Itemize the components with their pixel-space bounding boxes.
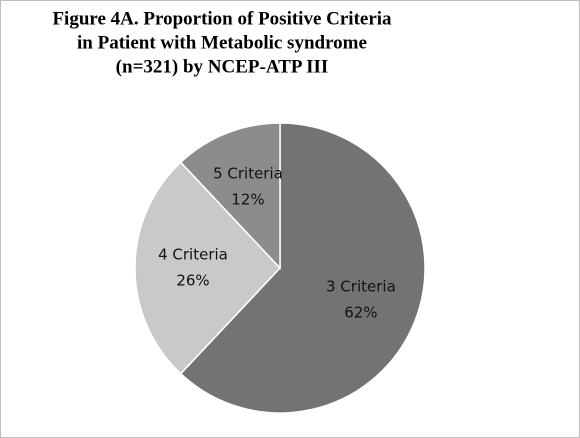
pie-slice: [134, 161, 282, 375]
chart-title: Figure 4A. Proportion of Positive Criter…: [52, 8, 392, 29]
value-label: 12%: [231, 191, 264, 209]
pie-slice: [179, 122, 426, 414]
value-label: 26%: [176, 272, 209, 290]
slice-label: 4 Criteria: [158, 246, 228, 264]
slice-label: 3 Criteria: [326, 278, 396, 296]
value-label: 62%: [344, 304, 377, 322]
chart-title: in Patient with Metabolic syndrome: [77, 32, 367, 53]
chart-title: (n=321) by NCEP-ATP III: [116, 56, 329, 77]
slice-label: 5 Criteria: [213, 165, 283, 183]
pie-slice: [179, 122, 281, 270]
